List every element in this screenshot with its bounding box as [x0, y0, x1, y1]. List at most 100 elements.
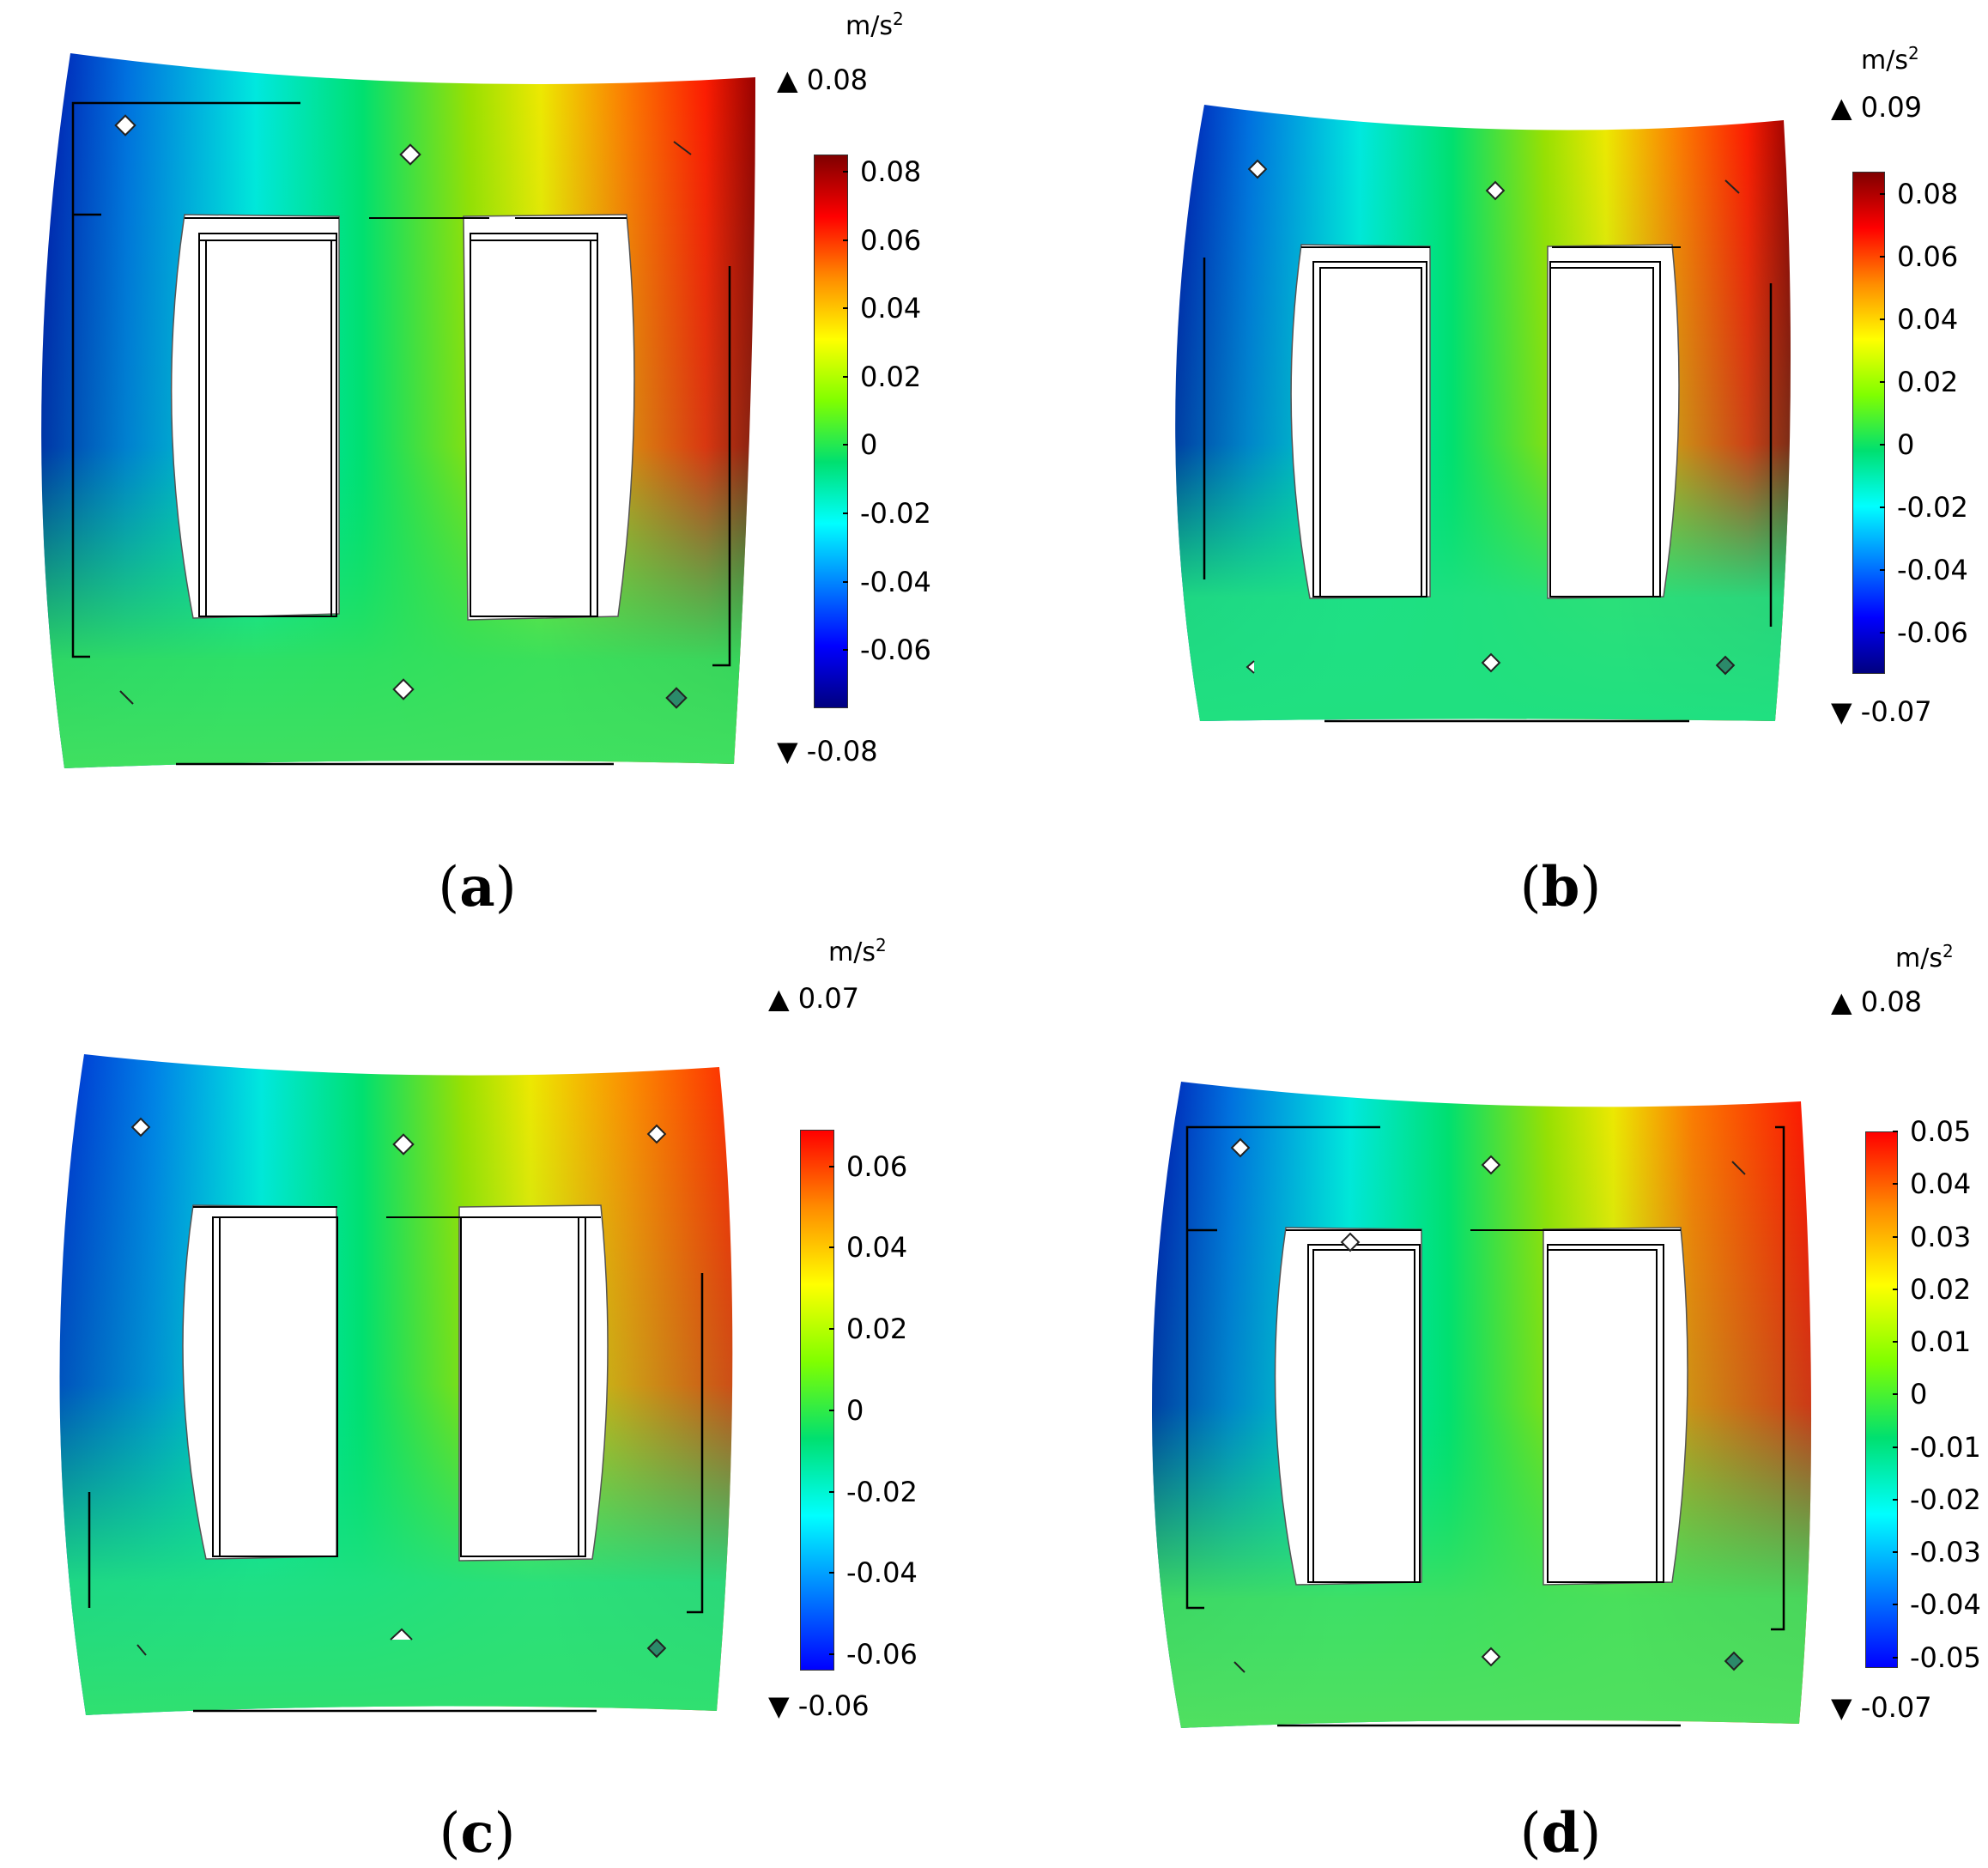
min-value: ▼ -0.07 [1831, 1691, 1932, 1724]
triangle-up-icon: ▲ [1831, 986, 1852, 1018]
panel-b: m/s2 ▲ 0.09 ▼ -0.07 (b) 0.08 0.06 0.04 0.02… [994, 0, 1988, 934]
scale-tick-mark [843, 512, 848, 515]
scale-tick-mark [843, 444, 848, 446]
triangle-up-icon: ▲ [777, 64, 798, 96]
panel-caption: (c) [439, 1801, 516, 1865]
scale-tick-mark [1893, 1604, 1898, 1606]
min-value: ▼ -0.07 [1831, 695, 1932, 728]
color-scale-bar [1852, 172, 1885, 674]
bolt-holes [130, 1117, 667, 1659]
scale-tick-label: 0.01 [1910, 1325, 1972, 1359]
scale-tick-mark [829, 1409, 834, 1411]
color-scale-bar [800, 1130, 834, 1671]
scale-tick-mark [843, 170, 848, 173]
scale-tick-label: -0.01 [1910, 1430, 1981, 1464]
frame-lines [88, 1273, 704, 1713]
scale-tick-label: -0.04 [860, 565, 931, 598]
panel-c: m/s2 ▲ 0.07 ▼ -0.06 (c) 0.06 0.04 0.02 0 -0.… [0, 934, 994, 1868]
bolt-holes [1230, 1137, 1746, 1673]
scale-tick-label: 0.08 [860, 155, 922, 188]
scale-tick-mark [1880, 444, 1885, 446]
scale-tick-label: -0.02 [860, 497, 931, 531]
scale-tick-label: -0.05 [1910, 1641, 1981, 1674]
bolt-holes [1246, 159, 1740, 676]
max-value: ▲ 0.09 [1831, 91, 1923, 124]
scale-tick-mark [829, 1328, 834, 1331]
scale-tick-mark [1880, 632, 1885, 634]
scale-tick-label: -0.06 [1897, 616, 1968, 650]
scale-tick-mark [1893, 1235, 1898, 1238]
winding-outlines [1301, 246, 1681, 597]
core-surface-lower [59, 1054, 733, 1715]
frame-lines [1203, 258, 1773, 723]
min-value: ▼ -0.06 [768, 1689, 870, 1722]
scale-tick-mark [1893, 1131, 1898, 1132]
panel-caption: (d) [1519, 1801, 1602, 1865]
unit-label: m/s2 [828, 935, 887, 967]
scale-tick-label: 0.06 [846, 1149, 908, 1183]
scale-tick-label: 0.06 [860, 223, 922, 257]
scale-tick-label: -0.02 [846, 1475, 918, 1508]
triangle-up-icon: ▲ [768, 982, 790, 1015]
scale-tick-label: 0.06 [1897, 240, 1959, 273]
window-left [182, 1204, 337, 1560]
scale-tick-mark [843, 649, 848, 652]
scale-tick-label: 0.02 [860, 360, 922, 393]
window-left [170, 214, 340, 619]
scale-tick-label: 0.04 [860, 292, 922, 325]
scale-tick-label: 0.02 [1910, 1272, 1972, 1306]
transformer-core-plot [1175, 105, 1791, 723]
transformer-core-plot [1152, 1082, 1812, 1728]
triangle-up-icon: ▲ [1831, 91, 1852, 124]
max-value: ▲ 0.08 [777, 64, 869, 96]
frame-lines [1185, 1125, 1785, 1727]
scale-tick-mark [843, 580, 848, 583]
winding-outlines [193, 1206, 601, 1557]
panel-caption: (a) [438, 855, 517, 919]
scale-tick-label: 0 [860, 428, 878, 462]
scale-tick-mark [829, 1572, 834, 1574]
scale-tick-mark [1880, 380, 1885, 383]
core-surface-lower [1175, 105, 1791, 721]
unit-label: m/s2 [846, 9, 904, 41]
winding-outlines [1286, 1229, 1681, 1583]
max-value: ▲ 0.08 [1831, 986, 1923, 1018]
scale-tick-label: 0.04 [1897, 302, 1959, 336]
scale-tick-mark [829, 1165, 834, 1168]
scale-tick-mark [1880, 506, 1885, 509]
transformer-core-plot [59, 1054, 733, 1715]
triangle-down-icon: ▼ [768, 1689, 790, 1722]
window-right [1543, 1227, 1688, 1586]
scale-tick-label: -0.04 [1897, 554, 1968, 587]
scale-tick-label: -0.02 [1910, 1483, 1981, 1516]
transformer-core-plot [41, 53, 756, 768]
frame-lines [71, 101, 731, 766]
scale-tick-label: -0.03 [1910, 1536, 1981, 1569]
window-right [463, 214, 635, 621]
scale-tick-label: -0.06 [860, 634, 931, 667]
winding-outlines [185, 217, 627, 617]
unit-label: m/s2 [1895, 941, 1954, 973]
scale-tick-label: 0.08 [1897, 177, 1959, 210]
scale-tick-mark [1880, 318, 1885, 320]
scale-tick-mark [829, 1246, 834, 1249]
window-left [1274, 1227, 1422, 1586]
window-left [1290, 244, 1431, 599]
scale-tick-mark [829, 1490, 834, 1493]
scale-tick-mark [1880, 569, 1885, 572]
scale-tick-mark [1880, 255, 1885, 258]
scale-tick-mark [1893, 1498, 1898, 1501]
scale-tick-label: 0 [1897, 428, 1915, 462]
scale-tick-label: 0.03 [1910, 1220, 1972, 1253]
color-scale-bar [1865, 1131, 1898, 1668]
scale-tick-label: 0 [846, 1393, 864, 1427]
scale-tick-mark [1893, 1183, 1898, 1186]
scale-tick-label: 0.04 [846, 1231, 908, 1265]
scale-tick-label: 0 [1910, 1378, 1928, 1411]
scale-tick-label: 0.04 [1910, 1168, 1972, 1201]
scale-tick-mark [1893, 1393, 1898, 1396]
bolt-holes [114, 114, 692, 709]
scale-tick-mark [1893, 1288, 1898, 1290]
scale-tick-mark [1893, 1551, 1898, 1554]
scale-tick-label: 0.05 [1910, 1115, 1972, 1148]
